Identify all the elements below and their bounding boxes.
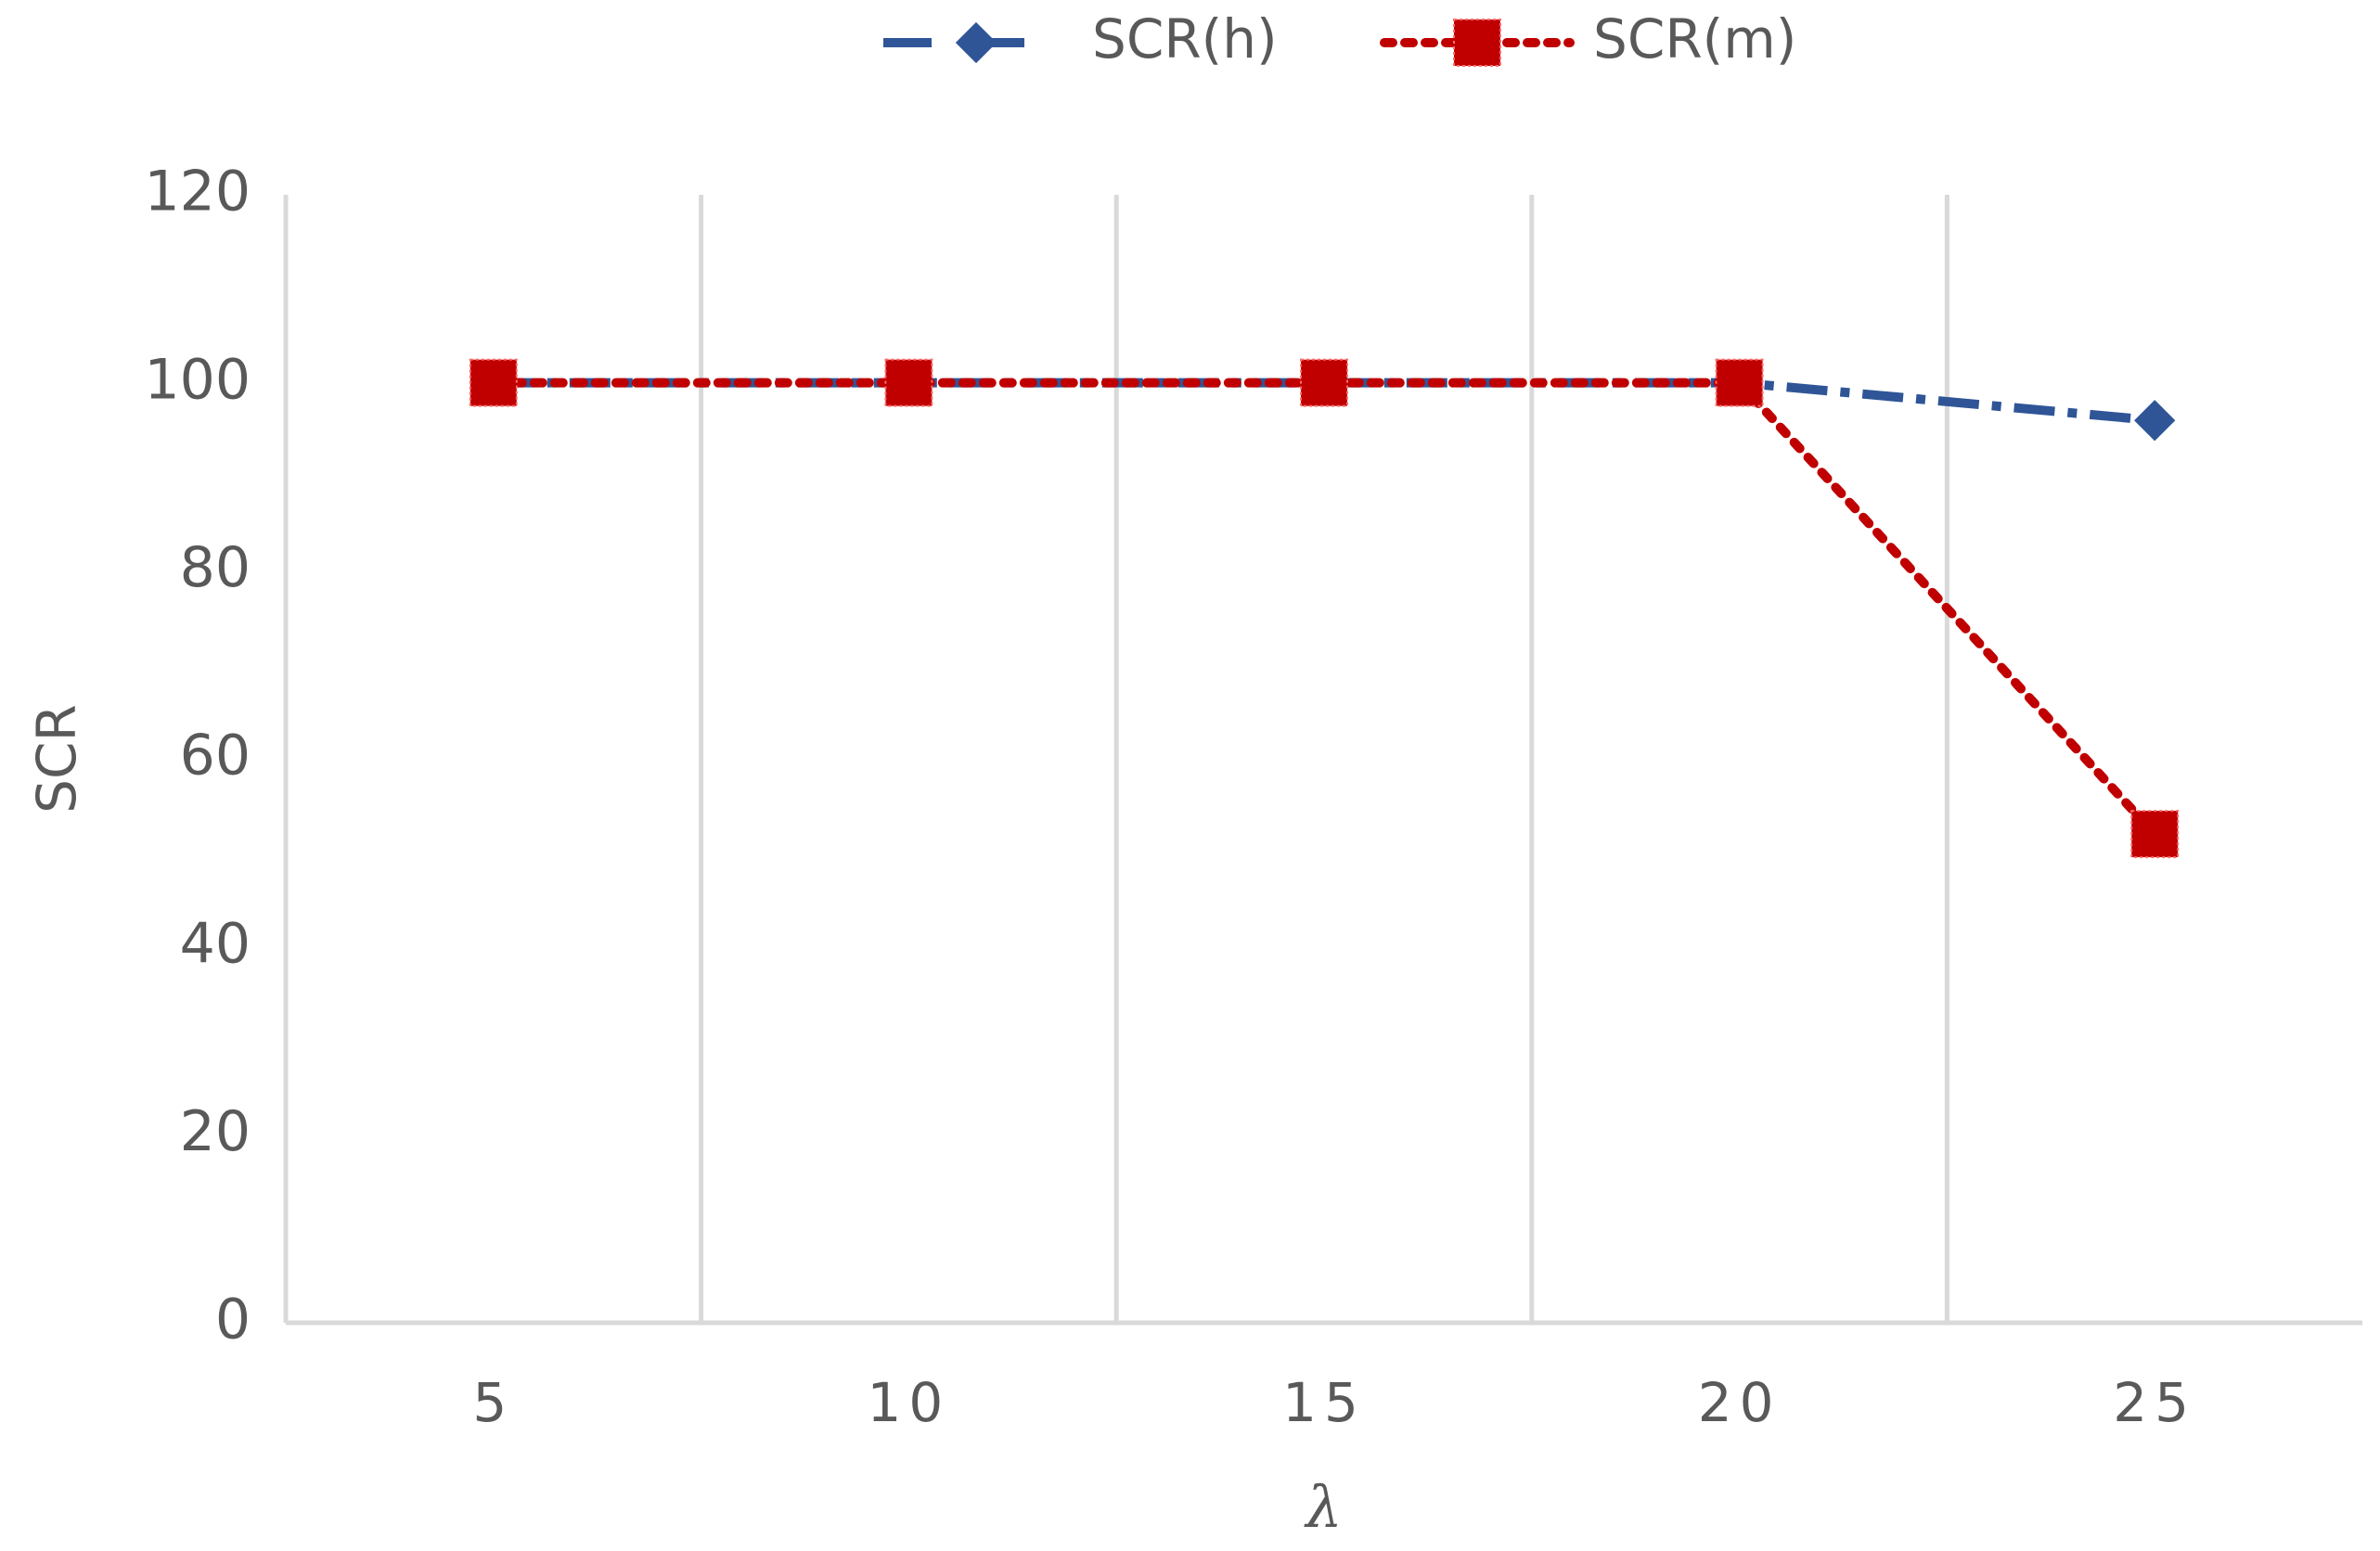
x-tick-label: 10 [867, 1371, 950, 1434]
x-tick-label: 25 [2113, 1371, 2196, 1434]
marker [884, 358, 933, 407]
y-tick-label: 120 [144, 160, 251, 224]
y-tick-label: 100 [144, 347, 251, 412]
y-tick-label: 80 [180, 535, 251, 600]
marker [469, 358, 518, 407]
legend-label: SCR(m) [1593, 7, 1796, 70]
y-axis-label: SCR [25, 704, 88, 814]
x-tick-label: 5 [472, 1371, 514, 1434]
x-tick-label: 15 [1282, 1371, 1366, 1434]
series-line [488, 378, 2160, 840]
y-tick-label: 60 [180, 724, 251, 788]
marker [1453, 19, 1501, 67]
x-tick-label: 20 [1698, 1371, 1782, 1434]
x-axis-label: λ [1303, 1473, 1342, 1541]
legend-label: SCR(h) [1092, 7, 1278, 70]
y-tick-label: 0 [215, 1288, 251, 1352]
marker [1300, 358, 1348, 407]
marker [2130, 810, 2180, 859]
y-tick-label: 20 [180, 1099, 251, 1164]
marker [1715, 358, 1764, 407]
marker [2134, 400, 2176, 442]
marker [955, 21, 997, 64]
series-line [493, 378, 2155, 426]
y-tick-label: 40 [180, 911, 251, 976]
